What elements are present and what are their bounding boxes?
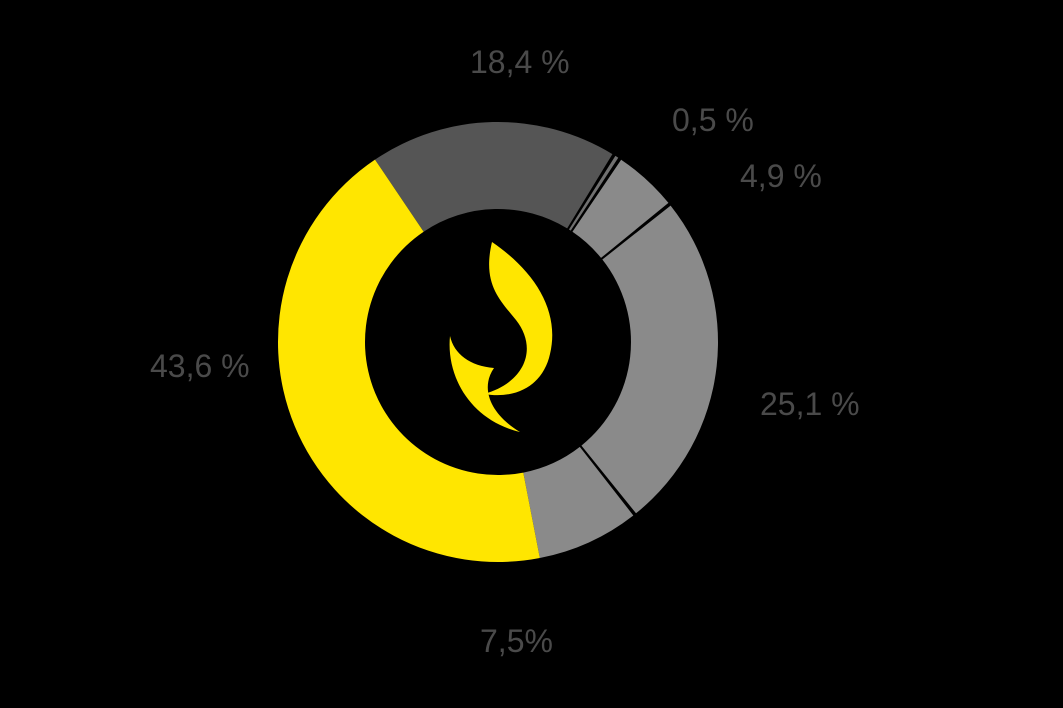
slice-label: 4,9 % [740, 160, 822, 192]
slice-label: 7,5% [480, 625, 553, 657]
donut-chart-stage: 18,4 % 0,5 % 4,9 % 25,1 % 7,5% 43,6 % [0, 0, 1063, 708]
slice-label: 25,1 % [760, 388, 860, 420]
donut-slice [278, 160, 540, 562]
slice-label: 18,4 % [470, 46, 570, 78]
flame-icon [450, 242, 553, 432]
slice-label: 43,6 % [150, 350, 250, 382]
slice-label: 0,5 % [672, 104, 754, 136]
